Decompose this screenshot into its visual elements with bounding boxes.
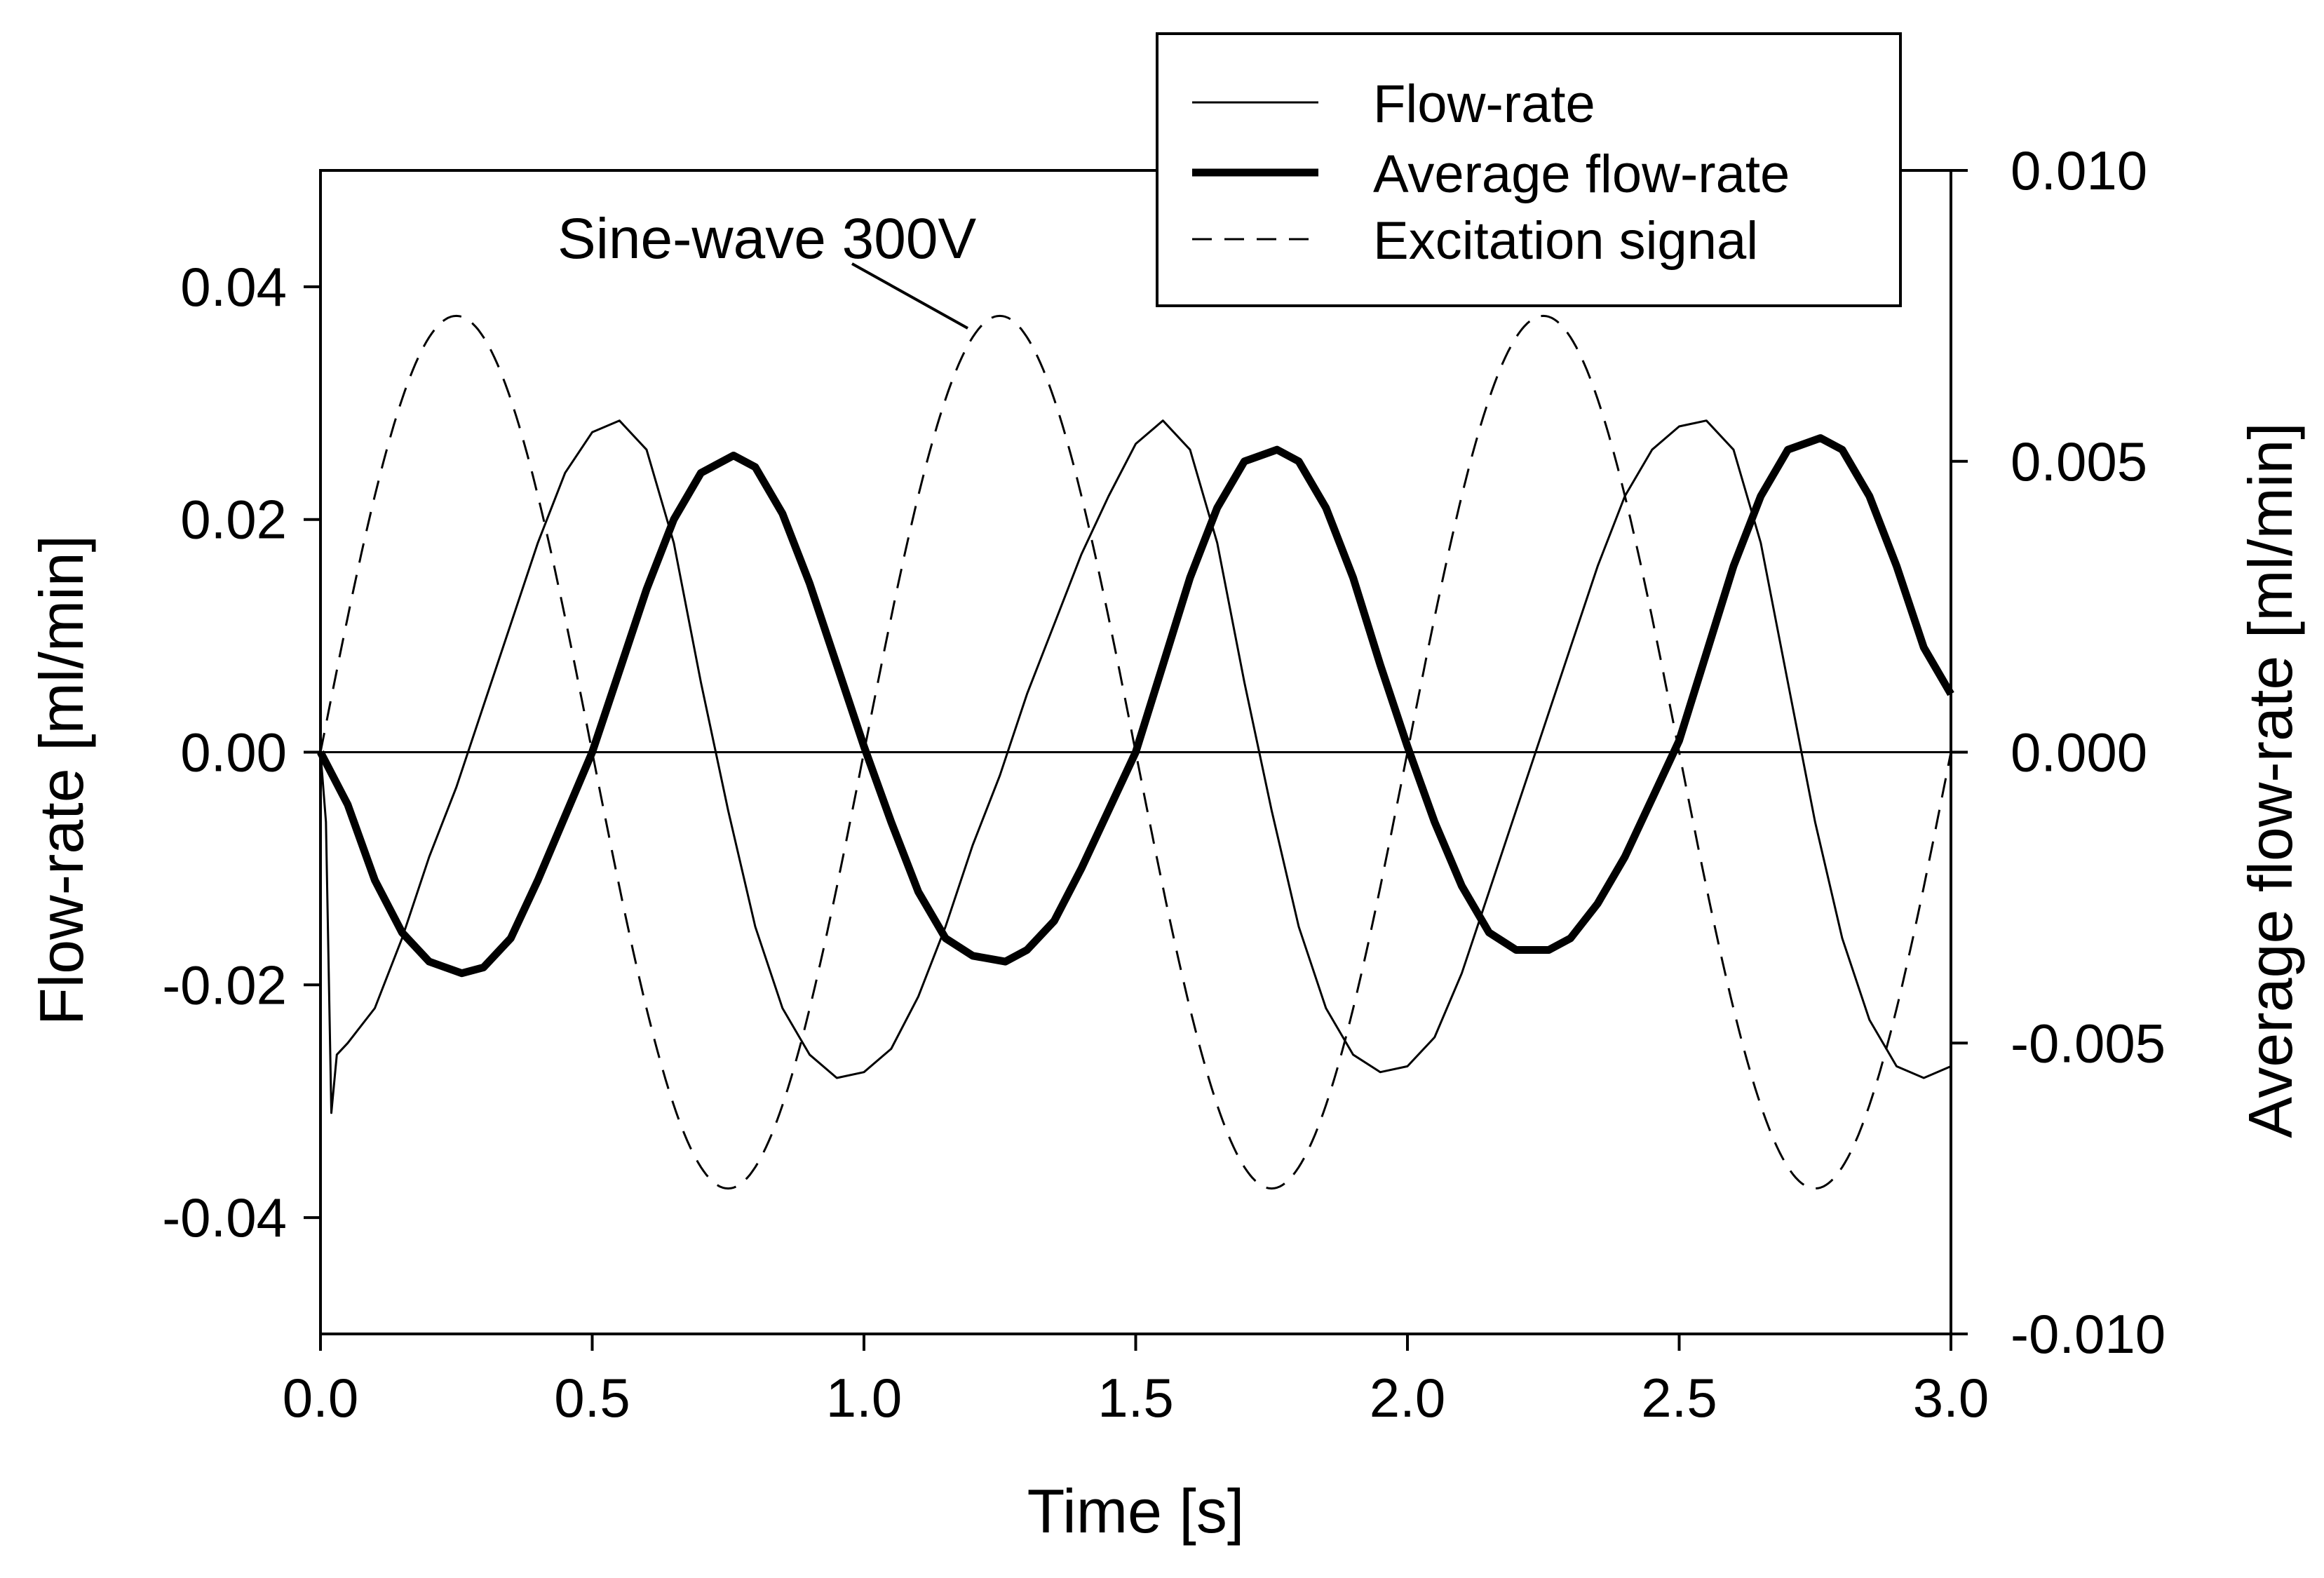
series-line-flow-rate bbox=[319, 419, 1952, 1114]
y-right-axis-title: Average flow-rate [ml/min] bbox=[2236, 422, 2305, 1138]
y-right-tick-label: 0.000 bbox=[2011, 722, 2147, 783]
y-right-tick-label: 0.005 bbox=[2011, 431, 2147, 492]
y-right-tick-label: -0.010 bbox=[2011, 1303, 2166, 1365]
annotation-text: Sine-wave 300V bbox=[558, 207, 976, 271]
legend-label-flow-rate: Flow-rate bbox=[1373, 74, 1595, 134]
y-left-tick-label: 0.00 bbox=[180, 722, 287, 783]
y-right-tick-label: 0.010 bbox=[2011, 140, 2147, 201]
y-left-tick-label: 0.04 bbox=[180, 256, 287, 318]
legend-label-average-flow-rate: Average flow-rate bbox=[1373, 144, 1790, 204]
x-tick-label: 2.5 bbox=[1641, 1367, 1717, 1429]
y-right-axis-ticks: -0.010 -0.005 0.000 0.005 0.010 bbox=[1951, 140, 2166, 1365]
y-left-tick-label: 0.02 bbox=[180, 489, 287, 551]
x-axis-title: Time [s] bbox=[1027, 1476, 1245, 1546]
legend-label-excitation-signal: Excitation signal bbox=[1373, 211, 1758, 271]
series-group bbox=[317, 314, 1954, 1190]
series-line-excitation-signal bbox=[319, 314, 1952, 1190]
y-left-axis-ticks: -0.04 -0.02 0.00 0.02 0.04 bbox=[162, 256, 320, 1248]
x-tick-label: 1.5 bbox=[1097, 1367, 1173, 1429]
y-left-axis-title: Flow-rate [ml/min] bbox=[27, 535, 96, 1025]
y-right-tick-label: -0.005 bbox=[2011, 1012, 2166, 1074]
legend: Flow-rate Average flow-rate Excitation s… bbox=[1156, 32, 1902, 307]
annotation-leader-line bbox=[851, 262, 968, 330]
x-tick-label: 0.5 bbox=[554, 1367, 630, 1429]
x-tick-label: 3.0 bbox=[1913, 1367, 1989, 1429]
annotation: Sine-wave 300V bbox=[558, 207, 976, 330]
series-line-average-flow-rate bbox=[317, 434, 1954, 978]
x-tick-label: 0.0 bbox=[283, 1367, 358, 1429]
y-left-tick-label: -0.04 bbox=[162, 1187, 287, 1248]
x-tick-label: 2.0 bbox=[1370, 1367, 1445, 1429]
x-tick-label: 1.0 bbox=[826, 1367, 902, 1429]
x-axis-ticks: 0.0 0.5 1.0 1.5 2.0 2.5 3.0 bbox=[283, 1334, 1989, 1429]
y-left-tick-label: -0.02 bbox=[162, 954, 287, 1016]
